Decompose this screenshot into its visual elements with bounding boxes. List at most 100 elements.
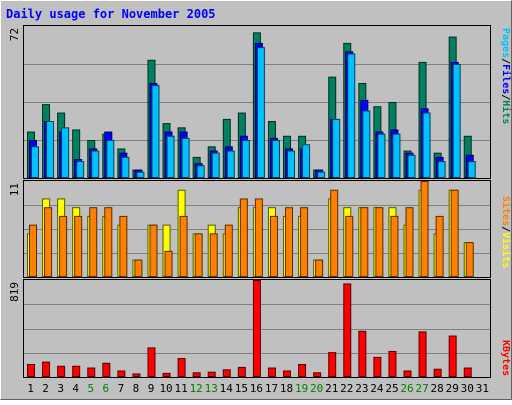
bar-top-pages-day-23 <box>362 110 371 178</box>
bar-middle-sites-day-23 <box>360 207 369 278</box>
bar-middle-sites-day-22 <box>345 215 354 277</box>
bar-bottom-kbytes-day-16 <box>252 280 261 377</box>
bar-top-pages-day-30 <box>467 161 476 179</box>
bar-top-pages-day-28 <box>437 161 446 179</box>
day-label-17: 17 <box>265 382 278 395</box>
bar-bottom-kbytes-day-6 <box>102 362 111 377</box>
bar-bottom-kbytes-day-5 <box>87 367 96 377</box>
day-label-15: 15 <box>235 382 248 395</box>
bar-top-pages-day-21 <box>332 118 341 178</box>
bar-bottom-kbytes-day-12 <box>192 372 201 377</box>
legend-top-part-2: Files <box>500 64 512 94</box>
bar-bottom-kbytes-day-2 <box>42 361 51 378</box>
day-label-20: 20 <box>310 382 323 395</box>
bar-bottom-kbytes-day-4 <box>72 365 81 377</box>
day-label-26: 26 <box>400 382 413 395</box>
bar-middle-sites-day-9 <box>149 224 158 278</box>
day-label-6: 6 <box>103 382 110 395</box>
bar-top-pages-day-8 <box>136 171 145 179</box>
day-axis-labels: 1 2 3 4 5 6 7 8 9 10 11 12 13 14 15 16 17 18 19 20 21 22 23 24 2… <box>27 382 489 395</box>
bar-bottom-kbytes-day-28 <box>433 368 442 378</box>
bar-top-pages-day-6 <box>106 140 115 178</box>
legend-bottom-part-0: KBytes <box>500 340 511 376</box>
bar-middle-sites-day-25 <box>390 215 399 277</box>
bar-middle-sites-day-20 <box>315 259 324 277</box>
bar-bottom-kbytes-day-20 <box>313 372 322 377</box>
bar-middle-sites-day-18 <box>285 207 294 278</box>
bar-middle-sites-day-30 <box>465 242 474 278</box>
panel-top: 72 Pages/Files/Hits <box>8 25 512 179</box>
day-label-2: 2 <box>42 382 49 395</box>
bar-bottom-kbytes-day-10 <box>162 372 171 378</box>
bar-bottom-kbytes-day-21 <box>328 352 337 377</box>
bar-top-pages-day-9 <box>151 85 160 178</box>
day-label-25: 25 <box>385 382 398 395</box>
bar-bottom-kbytes-day-1 <box>27 363 35 378</box>
bar-top-pages-day-25 <box>392 133 401 179</box>
bar-bottom-kbytes-day-19 <box>298 363 307 378</box>
bar-top-pages-day-17 <box>271 140 280 178</box>
panel-bottom-bars <box>27 280 472 378</box>
bar-top-pages-day-13 <box>211 152 220 179</box>
legend-middle-part-0: Sites <box>500 196 512 226</box>
bar-top-pages-day-26 <box>407 154 416 178</box>
bar-middle-sites-day-17 <box>269 215 278 277</box>
day-label-18: 18 <box>280 382 293 395</box>
day-label-12: 12 <box>190 382 203 395</box>
bar-middle-sites-day-8 <box>134 259 143 277</box>
day-label-24: 24 <box>370 382 384 395</box>
panel-middle-legend: Sites/Visits <box>500 196 512 268</box>
bar-bottom-kbytes-day-3 <box>57 365 66 377</box>
day-label-21: 21 <box>325 382 338 395</box>
legend-top-part-0: Pages <box>500 28 511 58</box>
bar-middle-sites-day-15 <box>239 198 248 277</box>
bar-bottom-kbytes-day-26 <box>403 370 412 378</box>
panel-bottom-legend: KBytes <box>500 340 511 376</box>
bar-bottom-kbytes-day-27 <box>418 331 427 377</box>
bar-middle-sites-day-3 <box>59 215 68 277</box>
panel-bottom: 819 KBytes <box>8 279 511 378</box>
day-label-4: 4 <box>72 382 79 395</box>
legend-top-part-4: Hits <box>500 100 512 124</box>
bar-top-pages-day-12 <box>196 165 205 178</box>
bar-middle-sites-day-10 <box>164 250 173 277</box>
legend-top-part-3: / <box>500 94 511 100</box>
bar-middle-sites-day-5 <box>89 207 98 278</box>
bar-top-pages-day-18 <box>287 150 296 179</box>
bar-bottom-kbytes-day-14 <box>222 369 231 377</box>
bar-middle-sites-day-21 <box>330 189 339 278</box>
day-label-22: 22 <box>340 382 353 395</box>
bar-top-pages-day-14 <box>226 150 235 179</box>
legend-middle-part-2: Visits <box>500 232 512 268</box>
bar-top-pages-day-11 <box>181 137 190 178</box>
bar-bottom-kbytes-day-22 <box>343 283 352 377</box>
bar-top-pages-day-29 <box>452 64 461 178</box>
bar-middle-sites-day-28 <box>435 215 444 277</box>
bar-top-pages-day-22 <box>347 53 356 178</box>
bar-middle-sites-day-1 <box>29 224 37 278</box>
panel-top-bars <box>27 32 476 179</box>
bar-middle-sites-day-11 <box>179 215 188 277</box>
day-label-14: 14 <box>220 382 234 395</box>
bar-bottom-kbytes-day-25 <box>388 350 397 378</box>
day-label-31: 31 <box>476 382 489 395</box>
panel-top-max-label: 72 <box>8 28 21 41</box>
bar-top-pages-day-16 <box>256 47 265 178</box>
bar-top-pages-day-3 <box>61 127 70 179</box>
bar-top-pages-day-15 <box>241 140 250 178</box>
day-label-8: 8 <box>133 382 140 395</box>
bar-top-pages-day-1 <box>31 146 39 178</box>
bar-bottom-kbytes-day-24 <box>373 356 382 378</box>
bar-bottom-kbytes-day-13 <box>207 371 216 377</box>
bar-middle-sites-day-4 <box>74 215 83 277</box>
panel-middle: 11 Sites/Visits <box>8 180 512 278</box>
bar-middle-sites-day-29 <box>450 189 459 278</box>
day-label-5: 5 <box>87 382 94 395</box>
bar-middle-sites-day-27 <box>420 181 429 277</box>
bar-middle-sites-day-2 <box>44 207 53 278</box>
bar-middle-sites-day-19 <box>300 207 309 278</box>
legend-top-part-1: / <box>500 58 511 64</box>
bar-bottom-kbytes-day-7 <box>117 370 126 378</box>
bar-middle-sites-day-16 <box>254 198 263 277</box>
legend-middle-part-1: / <box>500 226 511 232</box>
